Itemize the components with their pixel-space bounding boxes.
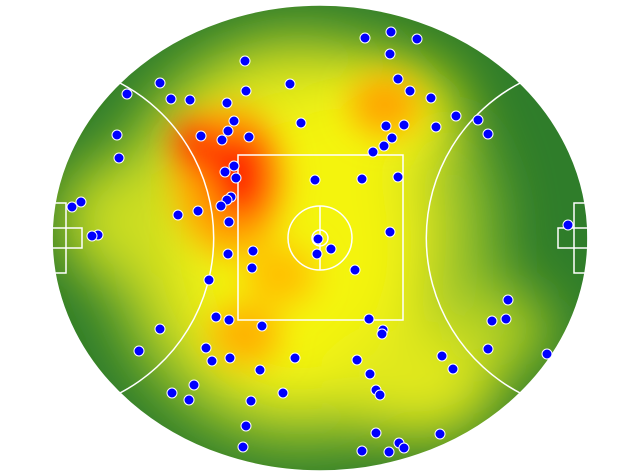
point [215,200,227,212]
point [447,363,459,375]
point [237,441,249,453]
point [404,85,416,97]
point [166,387,178,399]
point [384,226,396,238]
point [351,354,363,366]
point [325,243,337,255]
point [378,140,390,152]
point [216,134,228,146]
point [374,389,386,401]
point [221,97,233,109]
point [206,355,218,367]
point [184,94,196,106]
point [482,343,494,355]
point [309,174,321,186]
point [486,315,498,327]
point [154,323,166,335]
point [430,121,442,133]
point [222,125,234,137]
point [243,131,255,143]
point [203,274,215,286]
point [434,428,446,440]
point [223,314,235,326]
point [562,219,574,231]
point [192,205,204,217]
point [183,394,195,406]
point [188,379,200,391]
point [383,446,395,458]
point [228,160,240,172]
point [121,88,133,100]
point [245,395,257,407]
point [392,171,404,183]
point [398,119,410,131]
point [311,248,323,260]
point [75,196,87,208]
point [224,352,236,364]
point [219,166,231,178]
point [349,264,361,276]
point [398,442,410,454]
point [482,128,494,140]
point [86,230,98,242]
point [113,152,125,164]
point [228,115,240,127]
point [392,73,404,85]
point [411,33,423,45]
point [230,172,242,184]
point [240,420,252,432]
point [500,313,512,325]
point [376,328,388,340]
point [223,216,235,228]
point [295,117,307,129]
point [277,387,289,399]
point [359,32,371,44]
point [472,114,484,126]
point [246,262,258,274]
point [256,320,268,332]
point [111,129,123,141]
point [380,120,392,132]
point [356,445,368,457]
point [284,78,296,90]
point [367,146,379,158]
point [165,93,177,105]
point [222,248,234,260]
point [370,427,382,439]
point [450,110,462,122]
point [239,55,251,67]
point [386,132,398,144]
point [384,48,396,60]
point [240,85,252,97]
point [154,77,166,89]
point [254,364,266,376]
point [247,245,259,257]
point [502,294,514,306]
point [363,313,375,325]
point [289,352,301,364]
point [356,173,368,185]
point [195,130,207,142]
point [210,311,222,323]
point [133,345,145,357]
point [172,209,184,221]
point [66,201,78,213]
point [312,233,324,245]
point [541,348,553,360]
point [200,342,212,354]
point [436,350,448,362]
point [425,92,437,104]
point [364,368,376,380]
point [385,26,397,38]
